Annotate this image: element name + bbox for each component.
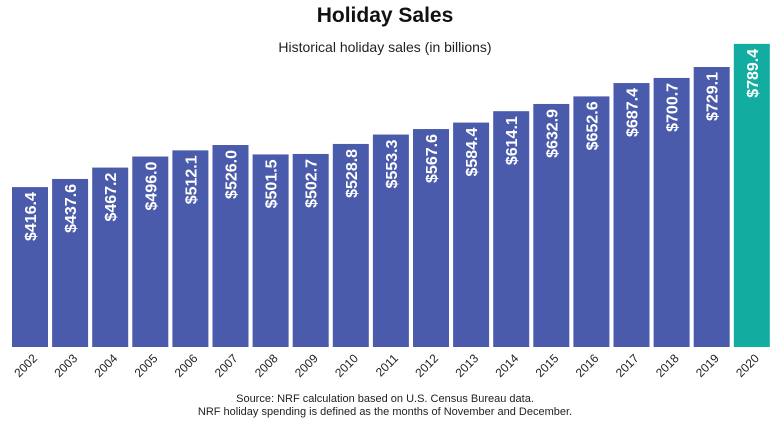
x-tick-label-2018: 2018 [653,351,682,380]
x-tick-label-2005: 2005 [132,351,161,380]
bar-2013 [453,122,490,348]
bar-2019 [693,67,730,347]
data-label-2006: $512.1 [183,155,200,204]
bar-2014 [493,111,530,347]
data-label-2013: $584.4 [464,127,481,176]
bar-2018 [653,77,690,347]
bar-2004 [92,167,129,347]
data-label-2019: $729.1 [705,72,722,121]
x-tick-label-2016: 2016 [573,351,602,380]
data-label-2007: $526.0 [224,150,241,199]
x-tick-label-2007: 2007 [212,351,241,380]
source-note: Source: NRF calculation based on U.S. Ce… [0,393,770,419]
x-tick-label-2019: 2019 [693,351,722,380]
x-tick-label-2011: 2011 [373,351,401,379]
data-label-2012: $567.6 [424,134,441,183]
x-tick-label-2013: 2013 [452,351,481,380]
data-label-2008: $501.5 [264,159,281,208]
bar-2003 [52,178,89,347]
data-label-2020: $789.4 [745,49,762,98]
x-tick-label-2014: 2014 [493,351,522,380]
bar-2012 [413,129,449,347]
bar-2002 [12,187,48,347]
bar-2005 [132,156,169,347]
data-label-2016: $652.6 [584,101,601,150]
chart-title: Holiday Sales [316,4,454,27]
chart-subtitle: Historical holiday sales (in billions) [278,39,492,55]
source-line-2: NRF holiday spending is defined as the m… [197,406,573,418]
x-tick-label-2012: 2012 [412,351,441,380]
x-tick-label-2003: 2003 [51,351,80,380]
x-tick-label-2006: 2006 [172,351,201,380]
bar-2009 [292,153,329,347]
data-label-2014: $614.1 [504,116,521,165]
data-label-2005: $496.0 [143,161,160,210]
data-label-2018: $700.7 [665,83,682,132]
data-label-2010: $528.8 [344,149,361,198]
data-label-2004: $467.2 [103,172,120,221]
bar-2020 [733,43,770,348]
bar-2007 [212,145,249,347]
bar-2016 [573,96,610,347]
x-tick-label-2009: 2009 [292,351,321,380]
x-tick-label-2004: 2004 [92,351,121,380]
source-line-1: Source: NRF calculation based on U.S. Ce… [236,393,534,405]
data-label-2017: $687.4 [625,88,642,137]
x-tick-label-2017: 2017 [613,351,642,380]
x-tick-label-2010: 2010 [332,351,361,380]
data-label-2015: $632.9 [544,109,561,158]
x-tick-label-2002: 2002 [11,351,40,380]
x-tick-label-2015: 2015 [533,351,562,380]
x-tick-label-2020: 2020 [733,351,762,380]
bar-2017 [613,83,650,348]
bar-2008 [252,154,289,347]
data-label-2009: $502.7 [304,159,321,208]
bar-2011 [372,134,409,347]
x-tick-label-2008: 2008 [252,351,281,380]
data-label-2011: $553.3 [384,139,401,188]
data-label-2003: $437.6 [63,184,80,233]
bar-2015 [533,103,570,347]
data-label-2002: $416.4 [23,192,40,241]
bar-2006 [172,150,209,347]
bar-2010 [332,143,369,347]
